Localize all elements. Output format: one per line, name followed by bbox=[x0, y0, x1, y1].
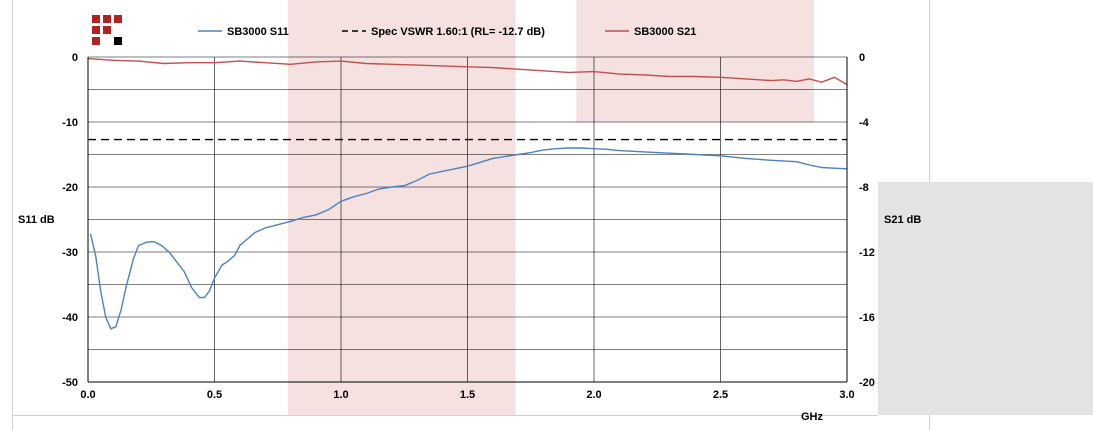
axes bbox=[87, 57, 848, 383]
y-left-tick-label: -10 bbox=[62, 117, 78, 129]
y-left-tick-label: -20 bbox=[62, 182, 78, 194]
legend-label-s11: SB3000 S11 bbox=[227, 26, 289, 38]
x-axis-title: GHz bbox=[801, 411, 823, 423]
logo-square-2 bbox=[103, 15, 111, 23]
frame-left-border bbox=[12, 0, 13, 430]
series-line-2 bbox=[87, 57, 848, 86]
y-axis-right-title: S21 dB bbox=[884, 214, 922, 226]
y-left-tick-label: -40 bbox=[62, 312, 78, 324]
x-tick-label: 2.5 bbox=[713, 389, 728, 401]
y-right-tick-label: -8 bbox=[859, 182, 869, 194]
shaded-band-0 bbox=[287, 0, 516, 415]
x-tick-label: 1.5 bbox=[460, 389, 475, 401]
y-left-tick-label: -30 bbox=[62, 247, 78, 259]
x-tick-label: 3.0 bbox=[839, 389, 854, 401]
y-right-tick-label: -12 bbox=[859, 247, 875, 259]
series-line-0 bbox=[89, 147, 848, 330]
logo-square-1 bbox=[92, 15, 100, 23]
y-right-tick-label: 0 bbox=[859, 52, 865, 64]
legend-label-spec: Spec VSWR 1.60:1 (RL= -12.7 dB) bbox=[371, 26, 545, 38]
shaded-band-1 bbox=[576, 0, 815, 122]
x-tick-label: 1.0 bbox=[333, 389, 348, 401]
y-right-tick-label: -20 bbox=[859, 377, 875, 389]
y-right-tick-label: -16 bbox=[859, 312, 875, 324]
x-tick-label: 0.5 bbox=[207, 389, 222, 401]
background-panel bbox=[878, 182, 1093, 415]
frame-bottom-border bbox=[12, 415, 878, 416]
y-left-tick-label: -50 bbox=[62, 377, 78, 389]
y-right-tick-label: -4 bbox=[859, 117, 870, 129]
logo-square-3 bbox=[114, 15, 122, 23]
logo-square-4 bbox=[92, 26, 100, 34]
logo-square-5 bbox=[103, 26, 111, 34]
logo-square-7 bbox=[114, 37, 122, 45]
logo-square-6 bbox=[92, 37, 100, 45]
x-tick-label: 0.0 bbox=[80, 389, 95, 401]
company-logo bbox=[92, 15, 122, 45]
x-tick-label: 2.0 bbox=[586, 389, 601, 401]
y-axis-left-title: S11 dB bbox=[18, 214, 55, 226]
tick-labels: 0.0 0.5 1.0 1.5 2.0 2.5 3.0 0 -10 -20 -30 -40 -50 0 -4… bbox=[62, 52, 875, 401]
legend-label-s21: SB3000 S21 bbox=[634, 26, 696, 38]
shaded-bands bbox=[287, 0, 815, 415]
legend: SB3000 S11 Spec VSWR 1.60:1 (RL= -12.7 d… bbox=[198, 26, 696, 38]
y-left-tick-label: 0 bbox=[72, 52, 78, 64]
series-lines bbox=[87, 57, 848, 330]
